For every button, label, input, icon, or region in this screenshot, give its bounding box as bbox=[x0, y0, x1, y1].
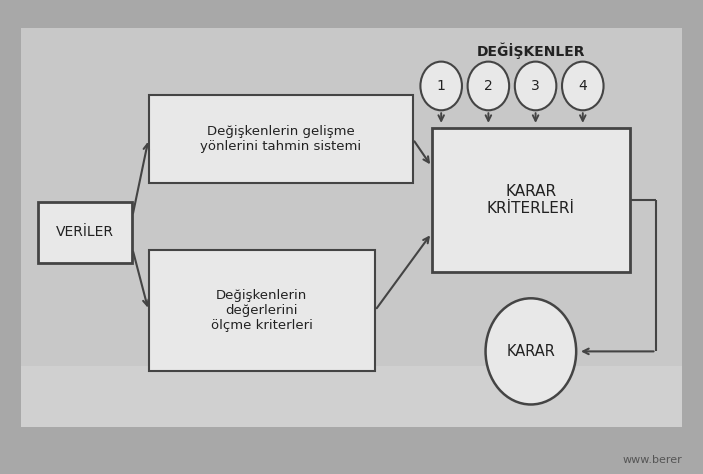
Text: 2: 2 bbox=[484, 79, 493, 93]
Circle shape bbox=[562, 62, 604, 110]
Text: Değişkenlerin
değerlerini
ölçme kriterleri: Değişkenlerin değerlerini ölçme kriterle… bbox=[211, 289, 313, 332]
Text: KARAR: KARAR bbox=[506, 344, 555, 359]
FancyBboxPatch shape bbox=[13, 19, 690, 436]
Circle shape bbox=[420, 62, 462, 110]
Text: 4: 4 bbox=[579, 79, 587, 93]
Circle shape bbox=[515, 62, 556, 110]
FancyBboxPatch shape bbox=[38, 202, 132, 263]
Text: DEĞİŞKENLER: DEĞİŞKENLER bbox=[477, 42, 585, 59]
Text: www.berer: www.berer bbox=[622, 455, 682, 465]
Circle shape bbox=[467, 62, 509, 110]
Text: Değişkenlerin gelişme
yönlerini tahmin sistemi: Değişkenlerin gelişme yönlerini tahmin s… bbox=[200, 125, 361, 153]
Text: 3: 3 bbox=[531, 79, 540, 93]
FancyBboxPatch shape bbox=[148, 95, 413, 183]
FancyBboxPatch shape bbox=[148, 250, 375, 371]
FancyBboxPatch shape bbox=[432, 128, 630, 272]
Text: 1: 1 bbox=[437, 79, 446, 93]
Circle shape bbox=[486, 298, 576, 404]
Text: VERİLER: VERİLER bbox=[56, 226, 115, 239]
FancyBboxPatch shape bbox=[21, 366, 682, 432]
Text: KARAR
KRİTERLERİ: KARAR KRİTERLERİ bbox=[487, 183, 575, 216]
